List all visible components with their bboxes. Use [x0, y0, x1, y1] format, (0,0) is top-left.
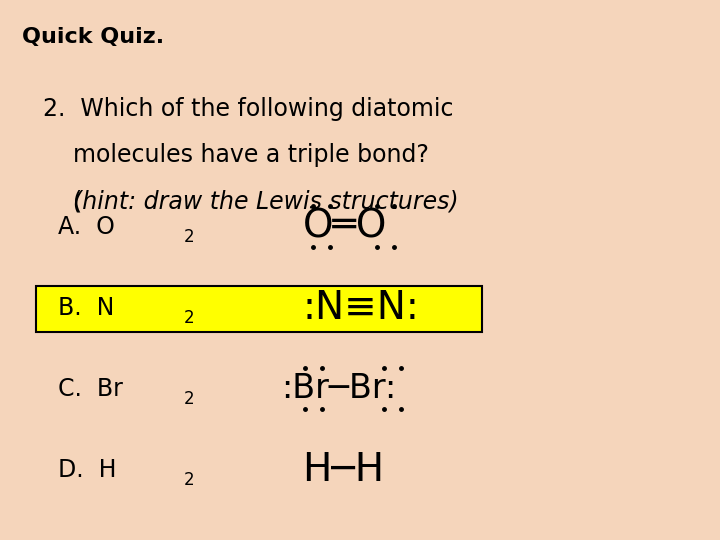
Text: 2: 2	[184, 308, 194, 327]
Text: (: (	[43, 189, 82, 213]
Text: D.  H: D. H	[58, 458, 116, 482]
Text: 2: 2	[184, 389, 194, 408]
Text: :N≡N:: :N≡N:	[302, 289, 419, 327]
Text: C.  Br: C. Br	[58, 377, 122, 401]
Text: :Br─Br:: :Br─Br:	[281, 372, 396, 406]
Text: molecules have a triple bond?: molecules have a triple bond?	[43, 143, 429, 167]
Text: B.  N: B. N	[58, 296, 114, 320]
Text: 2: 2	[184, 470, 194, 489]
Text: 2.  Which of the following diatomic: 2. Which of the following diatomic	[43, 97, 454, 121]
Text: (hint: draw the Lewis structures): (hint: draw the Lewis structures)	[43, 189, 459, 213]
Text: A.  O: A. O	[58, 215, 114, 239]
Text: H─H: H─H	[302, 451, 384, 489]
Text: Quick Quiz.: Quick Quiz.	[22, 27, 163, 47]
Text: 2: 2	[184, 227, 194, 246]
FancyBboxPatch shape	[36, 286, 482, 332]
Text: O═O: O═O	[302, 208, 387, 246]
